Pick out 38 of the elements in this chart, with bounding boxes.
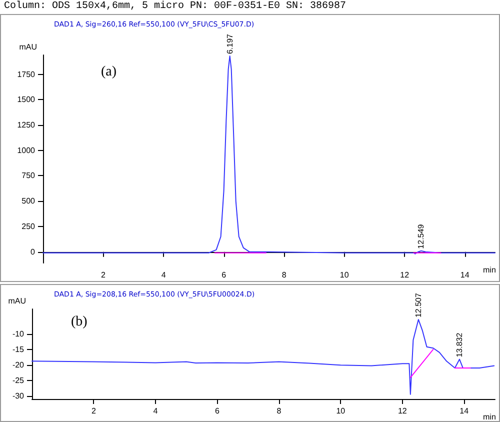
y-tick-label: 1250	[17, 120, 36, 130]
x-tick-label: 4	[153, 406, 158, 416]
y-tick-label: 1750	[17, 70, 36, 79]
y-axis-title: mAU	[8, 296, 26, 306]
x-tick-label: 12	[398, 406, 408, 416]
annotation: 12.549	[416, 224, 426, 249]
y-tick-label: 250	[22, 222, 36, 231]
x-tick-label: 6	[214, 406, 220, 416]
annotation: 13.832	[455, 332, 464, 358]
annotation: (b)	[71, 314, 88, 330]
x-tick-label: 8	[282, 270, 287, 280]
y-tick-label: -30	[12, 391, 25, 400]
x-tick-label: 2	[92, 406, 97, 416]
y-tick-label: 1500	[17, 95, 36, 104]
annotation: (a)	[101, 64, 117, 80]
y-tick-label: 750	[22, 171, 36, 180]
y-tick-label: -15	[12, 344, 25, 354]
x-tick-label: 10	[336, 406, 346, 416]
y-tick-label: 500	[22, 196, 36, 206]
x-tick-label: 14	[460, 270, 470, 280]
annotation: 12.507	[414, 292, 423, 318]
x-tick-label: 12	[400, 270, 410, 280]
x-tick-label: 2	[101, 270, 106, 280]
x-tick-label: 8	[276, 406, 282, 416]
y-tick-label: -20	[12, 360, 25, 370]
y-tick-label: -10	[12, 329, 25, 338]
x-tick-label: 6	[222, 270, 227, 280]
x-tick-label: 10	[340, 270, 350, 280]
x-tick-label: 4	[161, 270, 166, 280]
x-axis-title: min	[483, 412, 496, 422]
x-tick-label: 14	[460, 406, 470, 416]
y-tick-label: 1000	[17, 146, 36, 155]
y-tick-label: -25	[12, 376, 25, 385]
x-axis-title: min	[483, 265, 496, 274]
annotation: 6.197	[225, 33, 234, 54]
text: Column: ODS 150x4,6mm, 5 micro PN: 00F-0351-E0 SN: 386987	[4, 1, 346, 12]
y-axis-title: mAU	[19, 42, 38, 52]
y-tick-label: 0	[30, 247, 36, 256]
